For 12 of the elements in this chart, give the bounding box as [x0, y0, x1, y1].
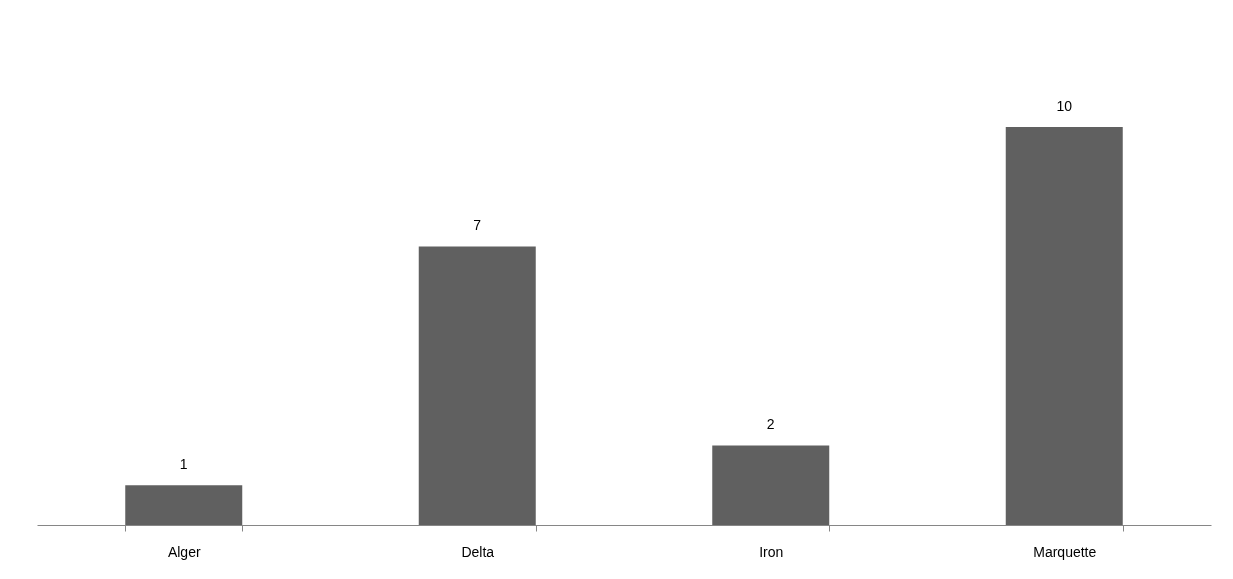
- bar: [418, 246, 536, 525]
- data-label: 7: [473, 217, 482, 234]
- bar: [712, 445, 830, 525]
- x-tick-label: Delta: [461, 543, 495, 560]
- data-label: 2: [766, 416, 775, 433]
- data-label: 10: [1056, 98, 1073, 114]
- data-label: 1: [179, 456, 188, 473]
- bar: [1005, 127, 1123, 525]
- x-tick-label: Iron: [759, 543, 784, 560]
- x-tick-label: Marquette: [1033, 543, 1097, 560]
- x-tick-label: Alger: [167, 543, 201, 560]
- bar: [125, 485, 243, 525]
